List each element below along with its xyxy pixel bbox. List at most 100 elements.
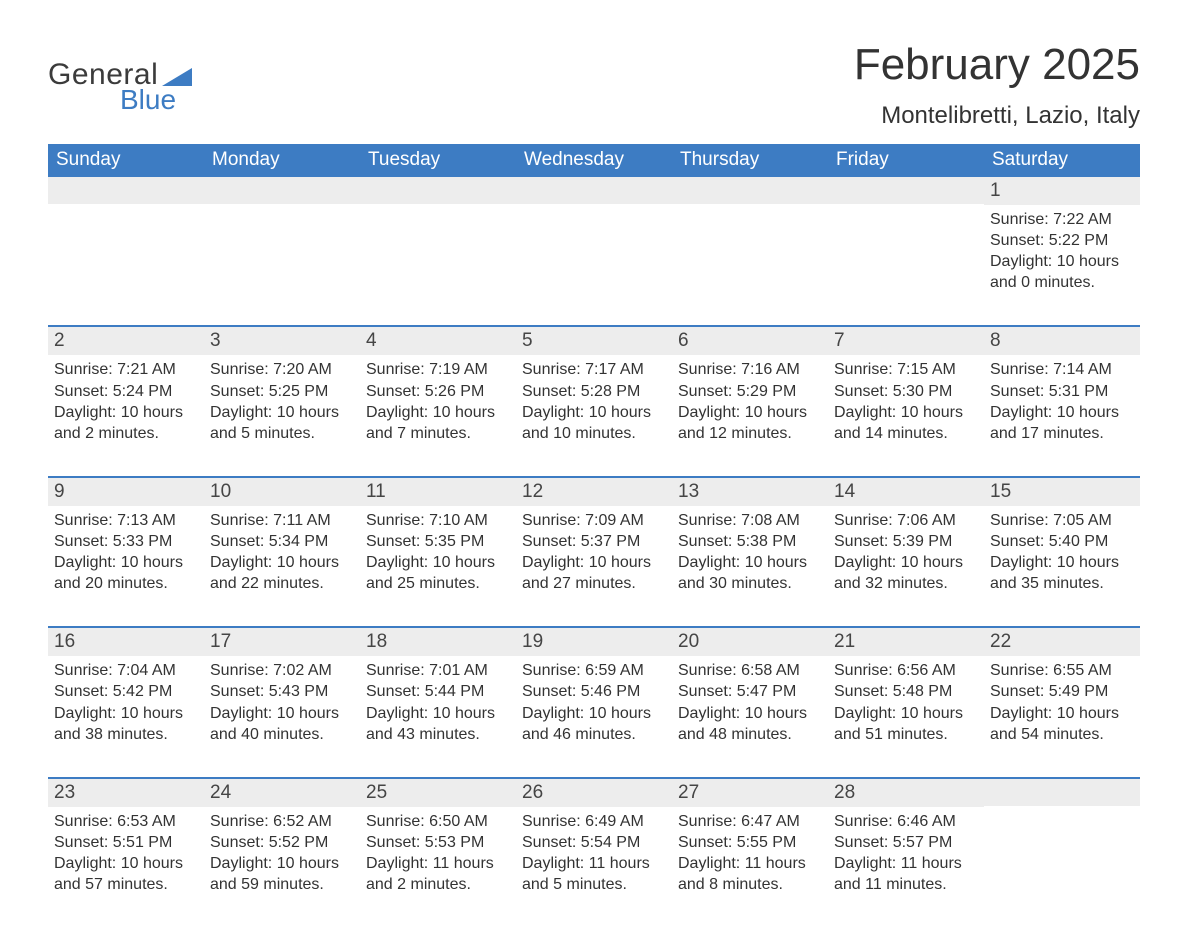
- day-number-bar: 2: [48, 327, 204, 355]
- sunset-text: Sunset: 5:46 PM: [522, 681, 666, 702]
- sunrise-text: Sunrise: 7:17 AM: [522, 359, 666, 380]
- day-details: Sunrise: 6:50 AMSunset: 5:53 PMDaylight:…: [360, 807, 516, 895]
- day-number-bar: 25: [360, 779, 516, 807]
- calendar-day: [828, 177, 984, 295]
- sunrise-text: Sunrise: 7:22 AM: [990, 209, 1134, 230]
- calendar-day: 22Sunrise: 6:55 AMSunset: 5:49 PMDayligh…: [984, 628, 1140, 746]
- sunrise-text: Sunrise: 7:04 AM: [54, 660, 198, 681]
- day-details: Sunrise: 7:14 AMSunset: 5:31 PMDaylight:…: [984, 355, 1140, 443]
- sunrise-text: Sunrise: 6:46 AM: [834, 811, 978, 832]
- calendar-day: 7Sunrise: 7:15 AMSunset: 5:30 PMDaylight…: [828, 327, 984, 445]
- weekday-header: Tuesday: [360, 144, 516, 177]
- daylight-text: Daylight: 11 hours and 11 minutes.: [834, 853, 978, 895]
- sunset-text: Sunset: 5:49 PM: [990, 681, 1134, 702]
- day-details: Sunrise: 7:06 AMSunset: 5:39 PMDaylight:…: [828, 506, 984, 594]
- day-number: 27: [678, 782, 699, 803]
- sunrise-text: Sunrise: 6:47 AM: [678, 811, 822, 832]
- sunset-text: Sunset: 5:29 PM: [678, 381, 822, 402]
- sunrise-text: Sunrise: 7:09 AM: [522, 510, 666, 531]
- day-details: Sunrise: 7:01 AMSunset: 5:44 PMDaylight:…: [360, 656, 516, 744]
- sunset-text: Sunset: 5:34 PM: [210, 531, 354, 552]
- day-number-bar: [984, 779, 1140, 806]
- daylight-text: Daylight: 10 hours and 12 minutes.: [678, 402, 822, 444]
- day-number: 16: [54, 631, 75, 652]
- day-number-bar: 10: [204, 478, 360, 506]
- calendar-day: 5 Sunrise: 7:17 AMSunset: 5:28 PMDaylight…: [516, 327, 672, 445]
- calendar-week: 9Sunrise: 7:13 AMSunset: 5:33 PMDaylight…: [48, 476, 1140, 596]
- day-number-bar: [672, 177, 828, 204]
- daylight-text: Daylight: 11 hours and 5 minutes.: [522, 853, 666, 895]
- sunrise-text: Sunrise: 6:52 AM: [210, 811, 354, 832]
- day-details: Sunrise: 7:16 AMSunset: 5:29 PMDaylight:…: [672, 355, 828, 443]
- sunrise-text: Sunrise: 7:10 AM: [366, 510, 510, 531]
- header: General Blue February 2025 Montelibretti…: [48, 40, 1140, 130]
- day-number: 22: [990, 631, 1011, 652]
- calendar-day: 11Sunrise: 7:10 AMSunset: 5:35 PMDayligh…: [360, 478, 516, 596]
- sunset-text: Sunset: 5:35 PM: [366, 531, 510, 552]
- calendar-day: 3Sunrise: 7:20 AMSunset: 5:25 PMDaylight…: [204, 327, 360, 445]
- day-number: 5: [522, 330, 533, 351]
- sunset-text: Sunset: 5:40 PM: [990, 531, 1134, 552]
- daylight-text: Daylight: 10 hours and 35 minutes.: [990, 552, 1134, 594]
- day-number-bar: 27: [672, 779, 828, 807]
- daylight-text: Daylight: 10 hours and 48 minutes.: [678, 703, 822, 745]
- daylight-text: Daylight: 10 hours and 2 minutes.: [54, 402, 198, 444]
- daylight-text: Daylight: 10 hours and 40 minutes.: [210, 703, 354, 745]
- day-number-bar: [516, 177, 672, 204]
- day-number-bar: 23: [48, 779, 204, 807]
- day-number-bar: 24: [204, 779, 360, 807]
- weekday-header: Thursday: [672, 144, 828, 177]
- calendar-week: 2Sunrise: 7:21 AMSunset: 5:24 PMDaylight…: [48, 325, 1140, 445]
- day-number: 10: [210, 481, 231, 502]
- daylight-text: Daylight: 10 hours and 30 minutes.: [678, 552, 822, 594]
- day-number-bar: 28: [828, 779, 984, 807]
- daylight-text: Daylight: 10 hours and 17 minutes.: [990, 402, 1134, 444]
- day-details: Sunrise: 7:04 AMSunset: 5:42 PMDaylight:…: [48, 656, 204, 744]
- daylight-text: Daylight: 10 hours and 5 minutes.: [210, 402, 354, 444]
- sunset-text: Sunset: 5:31 PM: [990, 381, 1134, 402]
- daylight-text: Daylight: 10 hours and 22 minutes.: [210, 552, 354, 594]
- daylight-text: Daylight: 11 hours and 8 minutes.: [678, 853, 822, 895]
- day-details: Sunrise: 6:46 AMSunset: 5:57 PMDaylight:…: [828, 807, 984, 895]
- day-number-bar: 9: [48, 478, 204, 506]
- calendar-day: 1Sunrise: 7:22 AMSunset: 5:22 PMDaylight…: [984, 177, 1140, 295]
- calendar-day: 15 Sunrise: 7:05 AMSunset: 5:40 PMDayligh…: [984, 478, 1140, 596]
- sunset-text: Sunset: 5:26 PM: [366, 381, 510, 402]
- day-number: 17: [210, 631, 231, 652]
- weekday-header-row: Sunday Monday Tuesday Wednesday Thursday…: [48, 144, 1140, 177]
- day-details: Sunrise: 6:53 AMSunset: 5:51 PMDaylight:…: [48, 807, 204, 895]
- sunrise-text: Sunrise: 7:05 AM: [990, 510, 1134, 531]
- day-number-bar: [204, 177, 360, 204]
- calendar-day: 24Sunrise: 6:52 AMSunset: 5:52 PMDayligh…: [204, 779, 360, 897]
- weekday-header: Friday: [828, 144, 984, 177]
- sunset-text: Sunset: 5:24 PM: [54, 381, 198, 402]
- sunset-text: Sunset: 5:37 PM: [522, 531, 666, 552]
- sunrise-text: Sunrise: 6:58 AM: [678, 660, 822, 681]
- logo: General Blue: [48, 58, 192, 116]
- day-details: Sunrise: 7:20 AMSunset: 5:25 PMDaylight:…: [204, 355, 360, 443]
- weekday-header: Sunday: [48, 144, 204, 177]
- day-number: 15: [990, 481, 1011, 502]
- day-number: 2: [54, 330, 65, 351]
- sunset-text: Sunset: 5:53 PM: [366, 832, 510, 853]
- day-details: Sunrise: 6:56 AMSunset: 5:48 PMDaylight:…: [828, 656, 984, 744]
- calendar-week: 16 Sunrise: 7:04 AMSunset: 5:42 PMDayligh…: [48, 626, 1140, 746]
- calendar-day: [204, 177, 360, 295]
- daylight-text: Daylight: 10 hours and 7 minutes.: [366, 402, 510, 444]
- calendar-day: 26Sunrise: 6:49 AMSunset: 5:54 PMDayligh…: [516, 779, 672, 897]
- day-number-bar: 8: [984, 327, 1140, 355]
- calendar-day: 2Sunrise: 7:21 AMSunset: 5:24 PMDaylight…: [48, 327, 204, 445]
- daylight-text: Daylight: 10 hours and 59 minutes.: [210, 853, 354, 895]
- day-number: 20: [678, 631, 699, 652]
- day-details: Sunrise: 7:17 AMSunset: 5:28 PMDaylight:…: [516, 355, 672, 443]
- day-number: 8: [990, 330, 1001, 351]
- daylight-text: Daylight: 10 hours and 25 minutes.: [366, 552, 510, 594]
- day-number-bar: 20: [672, 628, 828, 656]
- day-details: Sunrise: 6:47 AMSunset: 5:55 PMDaylight:…: [672, 807, 828, 895]
- calendar-day: 14Sunrise: 7:06 AMSunset: 5:39 PMDayligh…: [828, 478, 984, 596]
- sunrise-text: Sunrise: 6:53 AM: [54, 811, 198, 832]
- day-number-bar: 19: [516, 628, 672, 656]
- daylight-text: Daylight: 10 hours and 54 minutes.: [990, 703, 1134, 745]
- daylight-text: Daylight: 10 hours and 51 minutes.: [834, 703, 978, 745]
- calendar-day: [48, 177, 204, 295]
